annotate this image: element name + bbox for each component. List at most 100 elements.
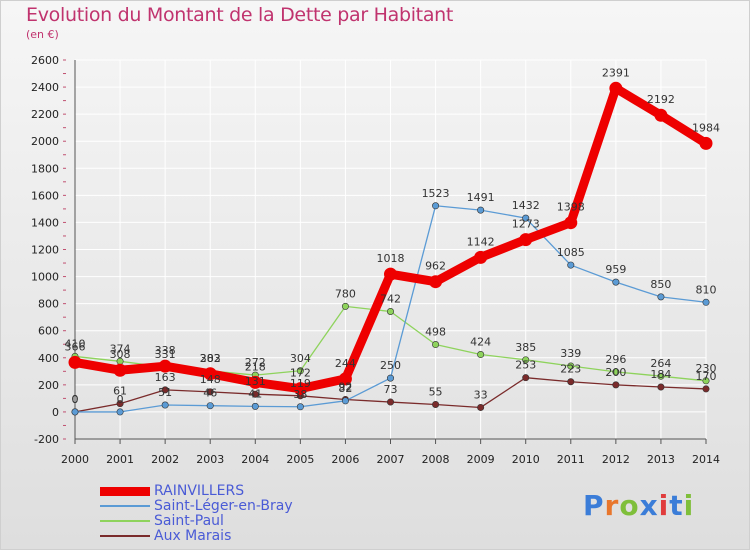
data-label: 304 [290, 352, 311, 365]
data-label: 250 [380, 359, 401, 372]
data-point [567, 362, 575, 370]
legend-label: Aux Marais [154, 528, 232, 544]
legend-swatch [100, 520, 150, 522]
data-label: 264 [650, 357, 671, 370]
data-label: 244 [335, 357, 356, 370]
data-label: 272 [245, 356, 266, 369]
data-label: 410 [65, 337, 86, 350]
data-point [702, 385, 710, 393]
data-point [384, 267, 397, 281]
data-point [657, 293, 665, 301]
data-point [522, 356, 530, 364]
y-tick-label: 1000 [31, 271, 59, 284]
data-point [519, 233, 533, 247]
legend-swatch [100, 486, 150, 496]
data-label: 119 [290, 377, 311, 390]
data-point [296, 367, 304, 375]
y-tick-label: 2000 [31, 135, 59, 148]
data-label: 73 [384, 383, 398, 396]
data-point [71, 408, 79, 416]
data-label: 33 [474, 388, 488, 401]
data-label: 498 [425, 326, 446, 339]
chart-unit: (en €) [26, 28, 59, 41]
x-tick-label: 2009 [467, 453, 495, 466]
data-label: 0 [117, 393, 124, 406]
data-point [477, 206, 485, 214]
data-label: 38 [293, 388, 307, 401]
y-tick-label: 1200 [31, 244, 59, 257]
data-label: 385 [515, 341, 536, 354]
x-tick-label: 2007 [377, 453, 405, 466]
data-label: 41 [248, 387, 262, 400]
data-label: 218 [245, 360, 266, 373]
data-label: 810 [696, 283, 717, 296]
series-lines [68, 81, 713, 416]
y-tick-label: 0 [52, 406, 59, 419]
x-tick-label: 2010 [512, 453, 540, 466]
data-label: 170 [696, 370, 717, 383]
data-point [116, 400, 124, 408]
data-label: 0 [72, 393, 79, 406]
data-point [702, 377, 710, 385]
x-tick-label: 2006 [331, 453, 359, 466]
data-label: 1273 [512, 218, 540, 231]
y-tick-label: 2400 [31, 81, 59, 94]
y-tick-label: 200 [38, 379, 59, 392]
data-label: 374 [110, 342, 131, 355]
data-label: 172 [290, 367, 311, 380]
data-point [251, 402, 259, 410]
data-label: 61 [113, 385, 127, 398]
data-label: 2391 [602, 66, 630, 79]
data-label: 282 [200, 352, 221, 365]
data-label: 51 [158, 386, 172, 399]
data-label: 163 [155, 371, 176, 384]
y-tick-label: 1400 [31, 216, 59, 229]
data-point [386, 398, 394, 406]
data-point [567, 378, 575, 386]
data-point [474, 250, 488, 264]
legend-label: Saint-Léger-en-Bray [154, 498, 293, 514]
data-point [702, 298, 710, 306]
data-point [248, 375, 262, 389]
data-point [609, 81, 623, 95]
data-point [293, 382, 307, 396]
data-label: 55 [429, 385, 443, 398]
data-label: 742 [380, 292, 401, 305]
data-point [386, 307, 394, 315]
x-tick-label: 2005 [286, 453, 314, 466]
chart-title: Evolution du Montant de la Dette par Hab… [26, 4, 454, 26]
data-label: 331 [155, 348, 176, 361]
y-tick-label: 600 [38, 325, 59, 338]
data-point [567, 261, 575, 269]
y-tick-label: 2600 [31, 54, 59, 67]
data-label: 959 [605, 263, 626, 276]
data-point [699, 136, 713, 150]
data-label: 338 [155, 344, 176, 357]
data-label: 303 [200, 352, 221, 365]
data-point [296, 403, 304, 411]
data-label: 308 [110, 348, 131, 361]
y-tick-label: 1600 [31, 189, 59, 202]
data-point [657, 383, 665, 391]
data-label: 223 [560, 363, 581, 376]
data-label: 1085 [557, 246, 585, 259]
data-label: 131 [245, 375, 266, 388]
data-point [612, 368, 620, 376]
legend-swatch [100, 535, 150, 537]
data-label: 184 [650, 368, 671, 381]
data-point [161, 401, 169, 409]
data-label: 92 [338, 380, 352, 393]
x-tick-label: 2014 [692, 453, 720, 466]
data-label: 780 [335, 287, 356, 300]
data-label: 1432 [512, 199, 540, 212]
y-tick-label: 1800 [31, 162, 59, 175]
data-point [477, 351, 485, 359]
axes: -200020040060080010001200140016001800200… [31, 54, 720, 466]
data-point [203, 367, 217, 381]
x-tick-label: 2012 [602, 453, 630, 466]
legend-label: RAINVILLERS [154, 483, 245, 499]
data-point [68, 355, 82, 369]
x-tick-label: 2003 [196, 453, 224, 466]
data-label: 424 [470, 336, 491, 349]
logo-letter: i [683, 489, 695, 522]
